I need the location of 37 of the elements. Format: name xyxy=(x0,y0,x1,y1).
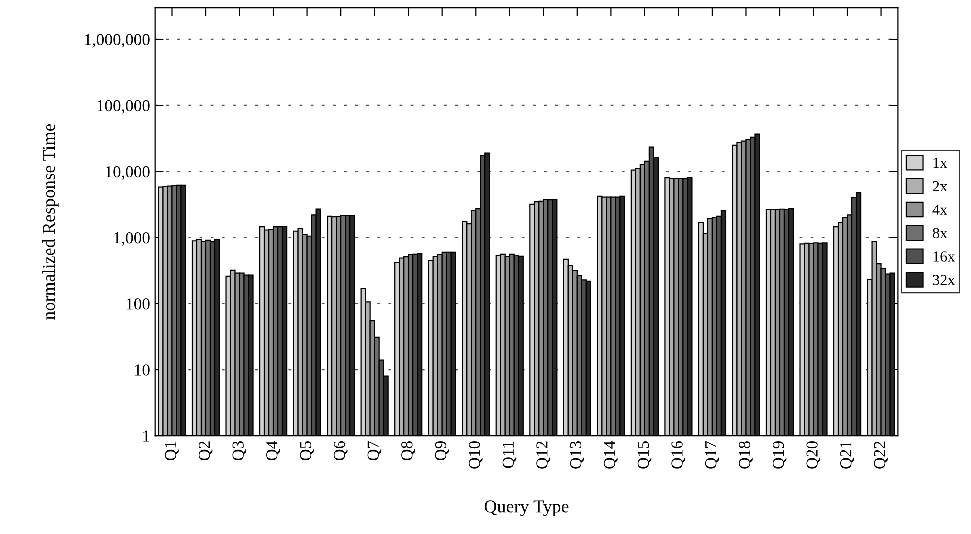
legend-label: 1x xyxy=(934,158,948,168)
x-tick-label: Q17 xyxy=(705,441,720,469)
x-tick-label: Q13 xyxy=(570,442,584,469)
x-tick-label: Q22 xyxy=(874,442,888,469)
legend-label: 4x xyxy=(932,204,948,215)
y-tick-label: 10,000 xyxy=(106,166,150,180)
legend-label: 16x xyxy=(934,252,956,262)
x-tick-label: Q19 xyxy=(772,442,787,469)
y-tick-label: 1 xyxy=(144,430,150,442)
x-tick-label: Q8 xyxy=(402,442,416,461)
x-tick-label: Q12 xyxy=(536,442,550,469)
x-tick-label: Q14 xyxy=(604,441,618,469)
x-tick-label: Q10 xyxy=(469,442,483,469)
y-tick-label: 100,000 xyxy=(98,100,150,114)
x-tick-label: Q5 xyxy=(300,442,314,461)
x-tick-label: Q18 xyxy=(739,442,753,469)
x-tick-label: Q7 xyxy=(368,441,382,461)
x-tick-label: Q21 xyxy=(840,442,854,469)
y-tick-label: 1,000 xyxy=(114,232,150,246)
x-tick-label: Q2 xyxy=(198,442,213,461)
x-tick-label: Q3 xyxy=(232,442,246,461)
x-tick-label: Q16 xyxy=(672,441,686,469)
x-tick-label: Q15 xyxy=(638,442,652,469)
x-tick-label: Q1 xyxy=(165,442,179,461)
x-axis-title: Query Type xyxy=(484,500,569,517)
x-tick-label: Q4 xyxy=(266,441,280,461)
legend-label: 2x xyxy=(933,181,948,192)
x-tick-label: Q20 xyxy=(806,442,820,469)
y-tick-label: 10 xyxy=(135,364,150,376)
x-tick-label: Q9 xyxy=(435,442,450,461)
y-tick-label: 100 xyxy=(126,298,150,310)
y-axis-title: normalized Response Time xyxy=(42,124,59,320)
y-tick-label: 1,000,000 xyxy=(85,34,150,48)
legend-label: 32x xyxy=(933,275,956,286)
legend-label: 8x xyxy=(933,228,948,239)
x-tick-label: Q6 xyxy=(334,441,348,461)
x-tick-label: Q11 xyxy=(502,442,517,468)
